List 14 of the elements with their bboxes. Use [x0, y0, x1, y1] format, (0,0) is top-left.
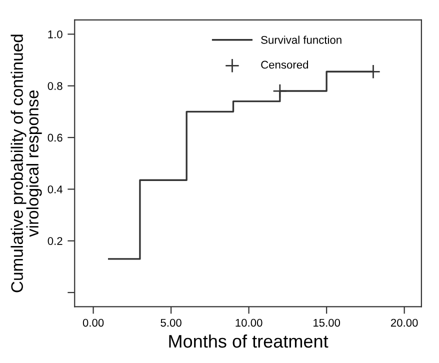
- y-tick-label: 0.8: [48, 82, 62, 90]
- legend-label: Censored: [261, 60, 308, 69]
- legend-label: Survival function: [261, 36, 342, 44]
- x-tick-label: 15.00: [314, 318, 340, 327]
- x-tick-label: 0.00: [82, 318, 104, 327]
- y-tick-label: 0.2: [48, 237, 62, 245]
- x-tick-label: 20.00: [390, 318, 418, 327]
- y-tick-label: 0.4: [48, 185, 62, 194]
- y-tick-label: 0.6: [48, 134, 62, 142]
- x-tick-label: 5.00: [160, 318, 182, 327]
- x-axis-title: Months of treatment: [169, 334, 328, 348]
- y-axis-title: Cumulative probability of continued virological response: [10, 34, 42, 292]
- y-tick-label: 1.0: [48, 30, 62, 38]
- x-tick-label: 10.00: [236, 318, 262, 327]
